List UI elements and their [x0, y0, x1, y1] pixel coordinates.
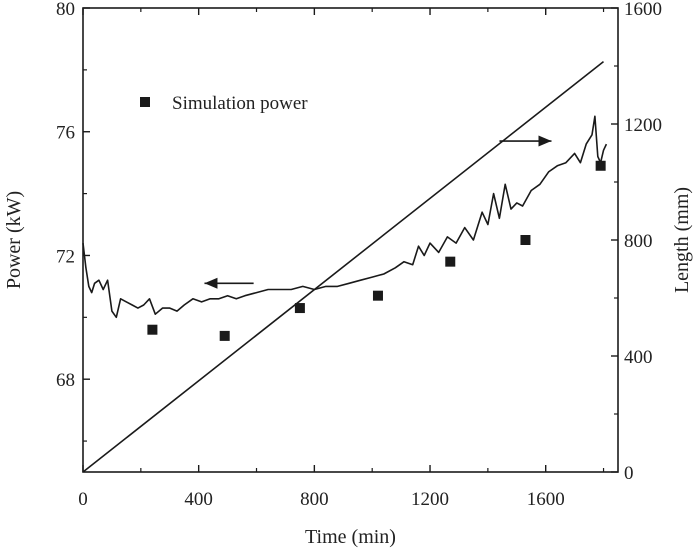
- x-tick-label: 400: [184, 489, 213, 510]
- right-y-tick-label: 400: [624, 347, 653, 368]
- right-y-axis: 0 400 800 1200 1600: [611, 0, 662, 484]
- plot-frame: [82, 7, 619, 473]
- right-y-tick-label: 0: [624, 463, 634, 484]
- arrow-left-icon: [204, 277, 218, 289]
- simulation-power-point: [520, 235, 531, 245]
- right-y-tick-label: 1600: [624, 0, 662, 20]
- right-y-tick-label: 1200: [624, 115, 662, 136]
- x-tick-label: 800: [300, 489, 329, 510]
- simulation-power-point: [294, 303, 305, 314]
- left-y-tick-label: 76: [56, 123, 75, 144]
- x-axis-title: Time (min): [305, 526, 396, 548]
- left-y-tick-label: 80: [56, 0, 75, 20]
- simulation-power-point: [595, 160, 606, 171]
- left-y-tick-label: 72: [56, 246, 75, 267]
- plot-border: [82, 7, 619, 473]
- length-line: [82, 60, 604, 473]
- x-tick-label: 0: [78, 489, 88, 510]
- simulation-power-point: [445, 256, 456, 267]
- series-layer: [82, 60, 608, 473]
- arrow-right-icon: [538, 135, 552, 147]
- x-tick-label: 1600: [527, 489, 565, 510]
- annotations: [204, 135, 552, 289]
- legend: Simulation power: [140, 93, 308, 114]
- simulation-power-point: [219, 330, 230, 341]
- left-y-tick-label: 68: [56, 370, 75, 391]
- legend-marker-simulation-power: [140, 97, 150, 107]
- left-y-axis: 68 72 76 80: [56, 0, 90, 442]
- legend-label-simulation-power: Simulation power: [172, 93, 308, 114]
- right-y-tick-label: 800: [624, 231, 653, 252]
- x-tick-label: 1200: [411, 489, 449, 510]
- simulation-power-point: [147, 324, 158, 335]
- left-y-axis-title: Power (kW): [3, 191, 25, 289]
- x-axis: 0 400 800 1200 1600: [78, 8, 605, 510]
- simulation-power-point: [372, 290, 383, 301]
- measured-power-line: [82, 115, 608, 319]
- right-y-axis-title: Length (mm): [671, 187, 693, 293]
